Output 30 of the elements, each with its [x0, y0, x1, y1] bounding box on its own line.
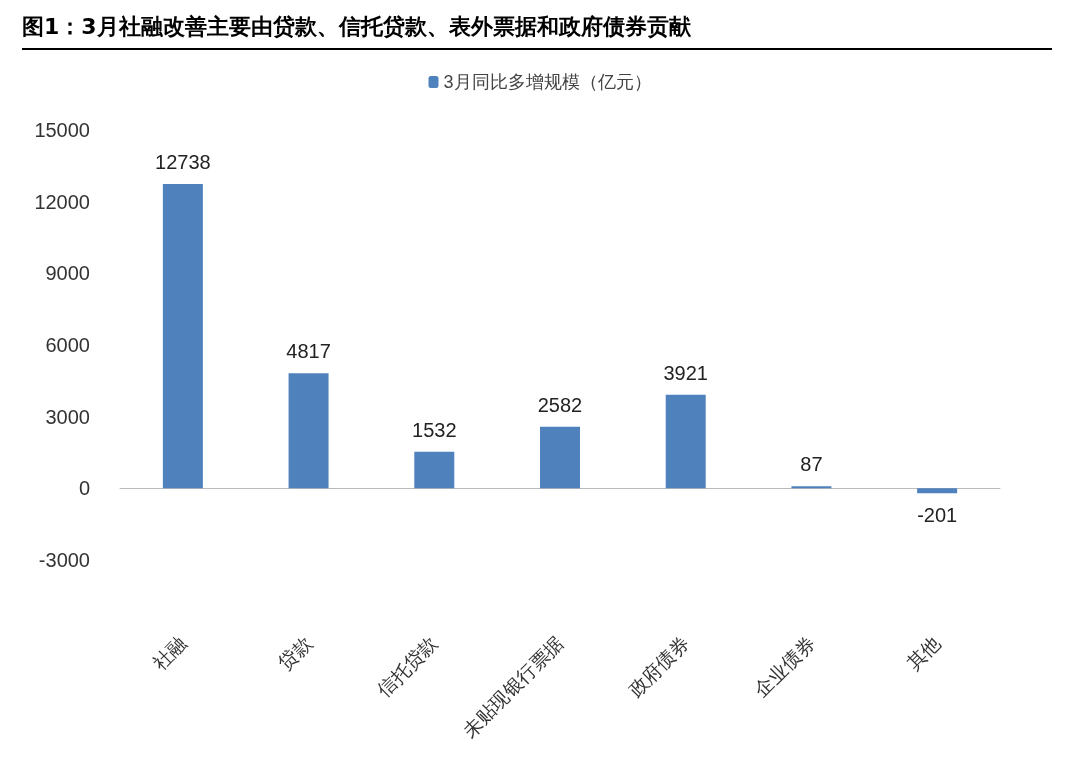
x-tick-label: 信托贷款 [373, 632, 442, 702]
y-tick-label: 12000 [34, 190, 90, 213]
y-tick-label: 6000 [45, 334, 90, 356]
y-tick-label: 3000 [45, 405, 90, 428]
bar [540, 426, 580, 489]
chart-title: 图1：3月社融改善主要由贷款、信托贷款、表外票据和政府债券贡献 [22, 12, 1052, 50]
bar [791, 486, 832, 489]
data-label: 3921 [663, 361, 708, 384]
data-label: 4817 [286, 340, 331, 363]
x-tick-label: 企业债券 [750, 632, 819, 702]
x-tick-label: 贷款 [274, 632, 316, 675]
bar [665, 394, 706, 489]
data-label: 87 [800, 453, 823, 476]
y-tick-label: 0 [78, 477, 90, 500]
y-tick-label: -3000 [38, 549, 90, 571]
data-label: 1532 [412, 418, 457, 441]
x-tick-label: 未贴现银行票据 [458, 632, 568, 742]
data-label: -201 [917, 504, 958, 527]
data-label: 12738 [155, 151, 211, 174]
bar [917, 488, 958, 494]
legend-label: 3月同比多增规模（亿元） [443, 72, 652, 92]
x-tick-label: 其他 [902, 632, 945, 675]
bar [288, 373, 329, 489]
data-label: 2582 [537, 393, 583, 416]
x-tick-label: 政府债券 [624, 632, 694, 702]
y-tick-label: 9000 [45, 262, 90, 285]
y-tick-label: 15000 [34, 119, 90, 141]
bar [414, 451, 455, 489]
bar [162, 184, 203, 489]
x-tick-label: 社融 [148, 632, 191, 675]
